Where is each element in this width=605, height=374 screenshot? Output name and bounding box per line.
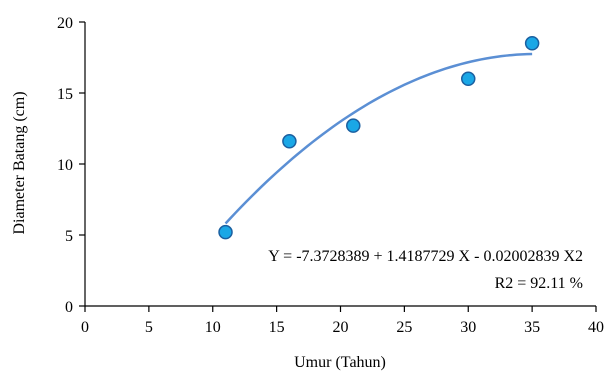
x-tick-label: 20 <box>333 319 349 336</box>
x-tick-label: 30 <box>460 319 476 336</box>
y-tick-label: 5 <box>65 228 73 245</box>
x-tick-label: 25 <box>396 319 412 336</box>
x-tick-label: 15 <box>269 319 285 336</box>
trendline <box>224 52 533 225</box>
y-tick-label: 15 <box>57 86 73 103</box>
y-tick-label: 10 <box>57 157 73 174</box>
x-tick-label: 0 <box>81 319 89 336</box>
x-tick-label: 35 <box>524 319 540 336</box>
data-point <box>461 71 476 87</box>
data-point <box>346 118 361 133</box>
equation-annotation: Y = -7.3728389 + 1.4187729 X - 0.0200283… <box>268 248 583 265</box>
r2-annotation: R2 = 92.11 % <box>495 275 583 292</box>
data-point <box>524 36 540 51</box>
y-axis-title: Diameter Batang (cm) <box>11 91 28 234</box>
x-tick-label: 10 <box>205 319 221 336</box>
data-point <box>282 134 297 149</box>
x-ticks: 0 5 10 15 20 25 30 35 40 <box>81 306 604 336</box>
data-points <box>218 36 540 240</box>
y-tick-label: 0 <box>65 299 73 316</box>
data-point <box>218 224 233 240</box>
x-axis-title: Umur (Tahun) <box>294 354 386 371</box>
y-ticks: 0 5 10 15 20 <box>57 15 85 316</box>
x-tick-label: 5 <box>145 319 153 336</box>
y-tick-label: 20 <box>57 15 73 32</box>
x-tick-label: 40 <box>588 319 604 336</box>
